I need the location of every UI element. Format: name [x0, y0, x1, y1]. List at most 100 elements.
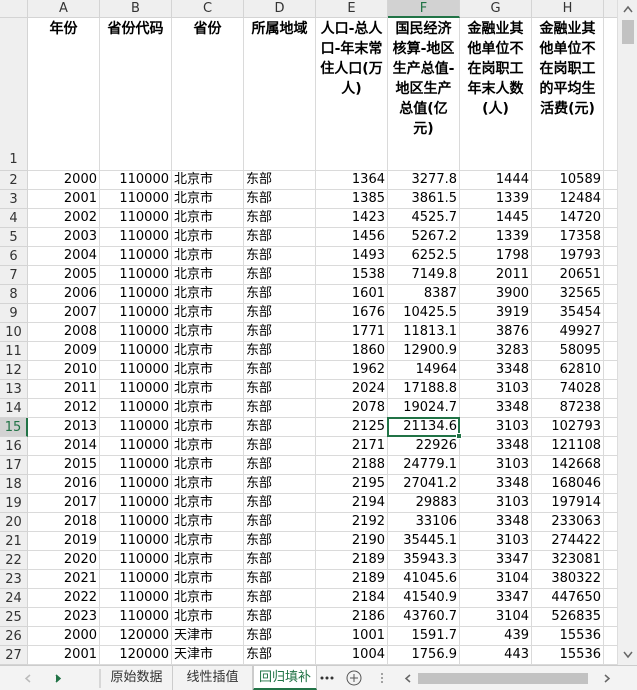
cell[interactable]: 110000 — [100, 342, 172, 361]
cell[interactable]: 2190 — [316, 532, 388, 551]
row-header[interactable]: 9 — [0, 304, 28, 323]
cell[interactable]: 东部 — [244, 304, 316, 323]
cell[interactable]: 22926 — [388, 437, 460, 456]
cell[interactable]: 35454 — [532, 304, 604, 323]
cell[interactable]: 东部 — [244, 228, 316, 247]
cell[interactable]: 110000 — [100, 209, 172, 228]
cell[interactable]: 20651 — [532, 266, 604, 285]
row-header[interactable]: 5 — [0, 228, 28, 247]
row-header[interactable]: 1 — [0, 18, 28, 171]
cell[interactable]: 110000 — [100, 380, 172, 399]
cell[interactable]: 1423 — [316, 209, 388, 228]
cell[interactable]: 2002 — [28, 209, 100, 228]
cell[interactable]: 24779.1 — [388, 456, 460, 475]
cell[interactable]: 2021 — [28, 570, 100, 589]
cell[interactable]: 东部 — [244, 589, 316, 608]
cell[interactable]: 120000 — [100, 646, 172, 665]
cell[interactable]: 3347 — [460, 589, 532, 608]
cell[interactable]: 3103 — [460, 532, 532, 551]
cell[interactable]: 35943.3 — [388, 551, 460, 570]
cell[interactable]: 3104 — [460, 570, 532, 589]
column-header[interactable]: G — [460, 0, 532, 18]
add-sheet[interactable] — [346, 670, 362, 686]
cell[interactable]: 2003 — [28, 228, 100, 247]
cell[interactable]: 2007 — [28, 304, 100, 323]
cell[interactable] — [604, 494, 617, 513]
row-header[interactable]: 8 — [0, 285, 28, 304]
row-header[interactable]: 10 — [0, 323, 28, 342]
cell[interactable]: 3277.8 — [388, 171, 460, 190]
cell[interactable]: 2011 — [28, 380, 100, 399]
cell[interactable]: 110000 — [100, 399, 172, 418]
cell[interactable]: 2000 — [28, 171, 100, 190]
row-header[interactable]: 24 — [0, 589, 28, 608]
cell[interactable]: 2125 — [316, 418, 388, 437]
row-header[interactable]: 14 — [0, 399, 28, 418]
cell[interactable]: 北京市 — [172, 551, 244, 570]
cell[interactable]: 3861.5 — [388, 190, 460, 209]
cell[interactable]: 19024.7 — [388, 399, 460, 418]
cell[interactable]: 17358 — [532, 228, 604, 247]
cell[interactable]: 东部 — [244, 361, 316, 380]
cell[interactable]: 2018 — [28, 513, 100, 532]
cell[interactable]: 2011 — [460, 266, 532, 285]
header-cell[interactable]: 所属地域 — [244, 18, 316, 171]
cell[interactable]: 东部 — [244, 608, 316, 627]
cell[interactable]: 43760.7 — [388, 608, 460, 627]
cell[interactable]: 2008 — [28, 323, 100, 342]
cell[interactable]: 443 — [460, 646, 532, 665]
row-header[interactable]: 16 — [0, 437, 28, 456]
cell[interactable]: 87238 — [532, 399, 604, 418]
cell[interactable]: 2013 — [28, 418, 100, 437]
cell[interactable]: 274422 — [532, 532, 604, 551]
cell[interactable]: 1962 — [316, 361, 388, 380]
cell[interactable]: 2014 — [28, 437, 100, 456]
header-cell[interactable]: 国民经济核算-地区生产总值-地区生产总值(亿元) — [388, 18, 460, 171]
cell[interactable]: 110000 — [100, 361, 172, 380]
tab-next[interactable] — [55, 674, 62, 683]
cell[interactable]: 北京市 — [172, 570, 244, 589]
cell[interactable]: 2189 — [316, 551, 388, 570]
cell[interactable] — [604, 456, 617, 475]
cell[interactable]: 东部 — [244, 513, 316, 532]
cell[interactable]: 北京市 — [172, 190, 244, 209]
cell[interactable] — [604, 190, 617, 209]
cell[interactable]: 2015 — [28, 456, 100, 475]
cell[interactable]: 东部 — [244, 171, 316, 190]
cell[interactable]: 2017 — [28, 494, 100, 513]
cell[interactable]: 天津市 — [172, 627, 244, 646]
cell[interactable]: 1339 — [460, 228, 532, 247]
cell[interactable]: 3900 — [460, 285, 532, 304]
cell[interactable] — [604, 437, 617, 456]
cell[interactable]: 2024 — [316, 380, 388, 399]
column-header[interactable]: E — [316, 0, 388, 18]
cell[interactable]: 110000 — [100, 456, 172, 475]
cell[interactable] — [604, 589, 617, 608]
cell[interactable]: 3876 — [460, 323, 532, 342]
cell[interactable]: 东部 — [244, 247, 316, 266]
cell[interactable]: 2195 — [316, 475, 388, 494]
cell[interactable]: 北京市 — [172, 418, 244, 437]
cell[interactable]: 东部 — [244, 456, 316, 475]
cell[interactable]: 东部 — [244, 285, 316, 304]
hscroll-thumb[interactable] — [418, 673, 588, 684]
cell[interactable]: 北京市 — [172, 437, 244, 456]
row-header[interactable]: 7 — [0, 266, 28, 285]
cell[interactable]: 7149.8 — [388, 266, 460, 285]
row-header[interactable]: 2 — [0, 171, 28, 190]
cell[interactable]: 2020 — [28, 551, 100, 570]
cell[interactable]: 北京市 — [172, 304, 244, 323]
cell[interactable]: 2078 — [316, 399, 388, 418]
cell[interactable]: 北京市 — [172, 494, 244, 513]
column-header[interactable]: D — [244, 0, 316, 18]
cell[interactable]: 东部 — [244, 266, 316, 285]
cell[interactable]: 10425.5 — [388, 304, 460, 323]
cell[interactable]: 19793 — [532, 247, 604, 266]
cell[interactable]: 东部 — [244, 627, 316, 646]
cell[interactable]: 110000 — [100, 285, 172, 304]
cell[interactable] — [604, 18, 617, 171]
cell[interactable]: 3347 — [460, 551, 532, 570]
cell[interactable]: 1601 — [316, 285, 388, 304]
cell[interactable]: 3348 — [460, 399, 532, 418]
row-header[interactable]: 12 — [0, 361, 28, 380]
